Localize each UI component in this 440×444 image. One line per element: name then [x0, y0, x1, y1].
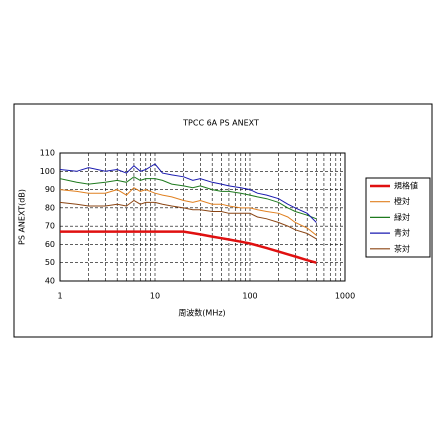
y-tick-label: 100	[40, 167, 55, 176]
plot-area	[59, 152, 346, 282]
y-tick-label: 50	[45, 258, 55, 267]
legend-label: 青対	[394, 228, 410, 238]
x-tick-label: 10	[150, 292, 160, 301]
series-line	[59, 187, 317, 236]
y-tick-label: 70	[45, 222, 55, 231]
y-axis-label: PS ANEXT(dB)	[18, 189, 27, 245]
series-line	[60, 230, 317, 264]
legend-label: 緑対	[394, 212, 410, 222]
legend-label: 茶対	[394, 243, 410, 253]
y-tick-label: 80	[45, 203, 55, 212]
plot-border	[59, 152, 346, 282]
y-tick-label: 110	[40, 149, 55, 158]
legend-label: 橙対	[394, 196, 410, 206]
series-line	[59, 163, 317, 223]
legend-label: 規格値	[394, 181, 418, 191]
x-tick-label: 1000	[335, 292, 355, 301]
chart-title: TPCC 6A PS ANEXT	[182, 119, 259, 128]
series-line	[59, 176, 317, 220]
y-tick-label: 40	[45, 277, 55, 286]
y-tick-label: 60	[45, 240, 55, 249]
x-tick-label: 100	[242, 292, 257, 301]
y-tick-label: 90	[45, 185, 55, 194]
series-line	[59, 199, 317, 240]
x-axis-label: 周波数(MHz)	[178, 308, 225, 318]
x-tick-label: 1	[57, 292, 62, 301]
